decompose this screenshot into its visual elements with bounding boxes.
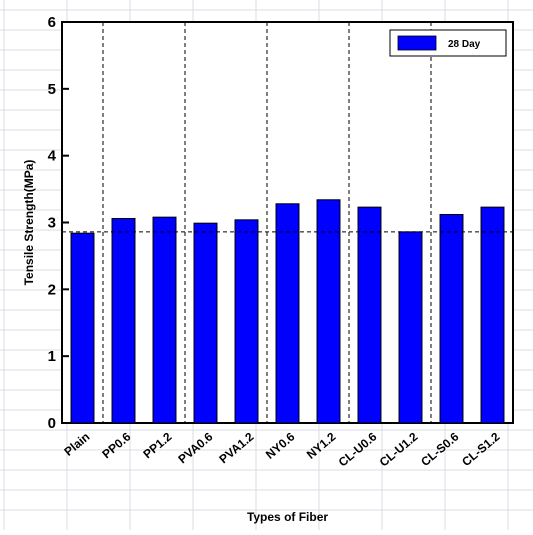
y-ticks: 0 1 2 3 4 5 6 (48, 14, 69, 432)
bar-cl-u1-2 (398, 231, 423, 424)
legend-swatch (397, 35, 437, 51)
x-tick-label: NY1.2 (304, 429, 339, 461)
bars (70, 199, 505, 424)
legend-label: 28 Day (448, 39, 481, 50)
group-separators (102, 22, 432, 423)
x-tick-label: CL-U0.6 (336, 429, 380, 469)
y-tick-label: 6 (48, 14, 56, 31)
bar-pva1-2 (234, 219, 259, 424)
x-tick-label: PVA0.6 (175, 429, 215, 466)
y-tick-label: 4 (48, 148, 57, 165)
bar-cl-s1-2 (480, 206, 505, 424)
x-tick-label: PP1.2 (140, 429, 174, 461)
x-tick-label: PP0.6 (99, 429, 133, 461)
x-tick-labels: Plain PP0.6 PP1.2 PVA0.6 PVA1.2 NY0.6 NY1.2CL-… (61, 429, 502, 469)
y-tick-label: 0 (48, 415, 56, 432)
legend: 28 Day (389, 29, 507, 57)
y-tick-label: 1 (48, 348, 56, 365)
bar-plain (70, 232, 95, 424)
bar-cl-s0-6 (439, 213, 464, 424)
bar-pp0-6 (111, 217, 136, 424)
x-tick-label: CL-S1.2 (459, 429, 502, 469)
x-tick-label: NY0.6 (263, 429, 298, 461)
x-tick-label: PVA1.2 (216, 429, 256, 466)
x-tick-label: CL-S0.6 (418, 429, 461, 469)
y-tick-label: 2 (48, 281, 56, 298)
y-axis-title: Tensile Strength(MPa) (22, 160, 36, 286)
bar-pp1-2 (152, 216, 177, 424)
bar-ny1-2 (316, 199, 341, 424)
x-tick-label: CL-U1.2 (377, 429, 421, 469)
y-tick-label: 3 (48, 215, 56, 232)
y-tick-label: 5 (48, 81, 56, 98)
x-axis-title: Types of Fiber (247, 510, 328, 524)
bar-ny0-6 (275, 203, 300, 424)
bar-pva0-6 (193, 222, 218, 424)
x-tick-label: Plain (61, 430, 92, 459)
bar-cl-u0-6 (357, 206, 382, 424)
